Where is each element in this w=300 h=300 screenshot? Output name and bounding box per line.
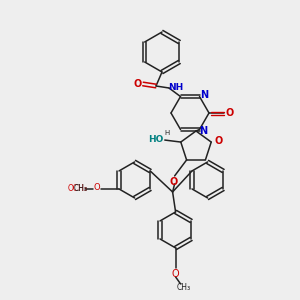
- Text: O: O: [214, 136, 222, 146]
- Text: CH₃: CH₃: [74, 184, 88, 194]
- Text: O: O: [169, 177, 178, 187]
- Text: HO: HO: [148, 135, 164, 144]
- Text: O: O: [226, 108, 234, 118]
- Text: NH: NH: [168, 82, 184, 91]
- Text: H: H: [164, 130, 170, 136]
- Text: O: O: [134, 79, 142, 89]
- Text: O: O: [94, 183, 100, 192]
- Text: OCH₃: OCH₃: [68, 184, 88, 194]
- Text: O: O: [172, 269, 179, 279]
- Text: N: N: [200, 127, 208, 136]
- Text: CH₃: CH₃: [176, 284, 191, 292]
- Text: N: N: [200, 89, 208, 100]
